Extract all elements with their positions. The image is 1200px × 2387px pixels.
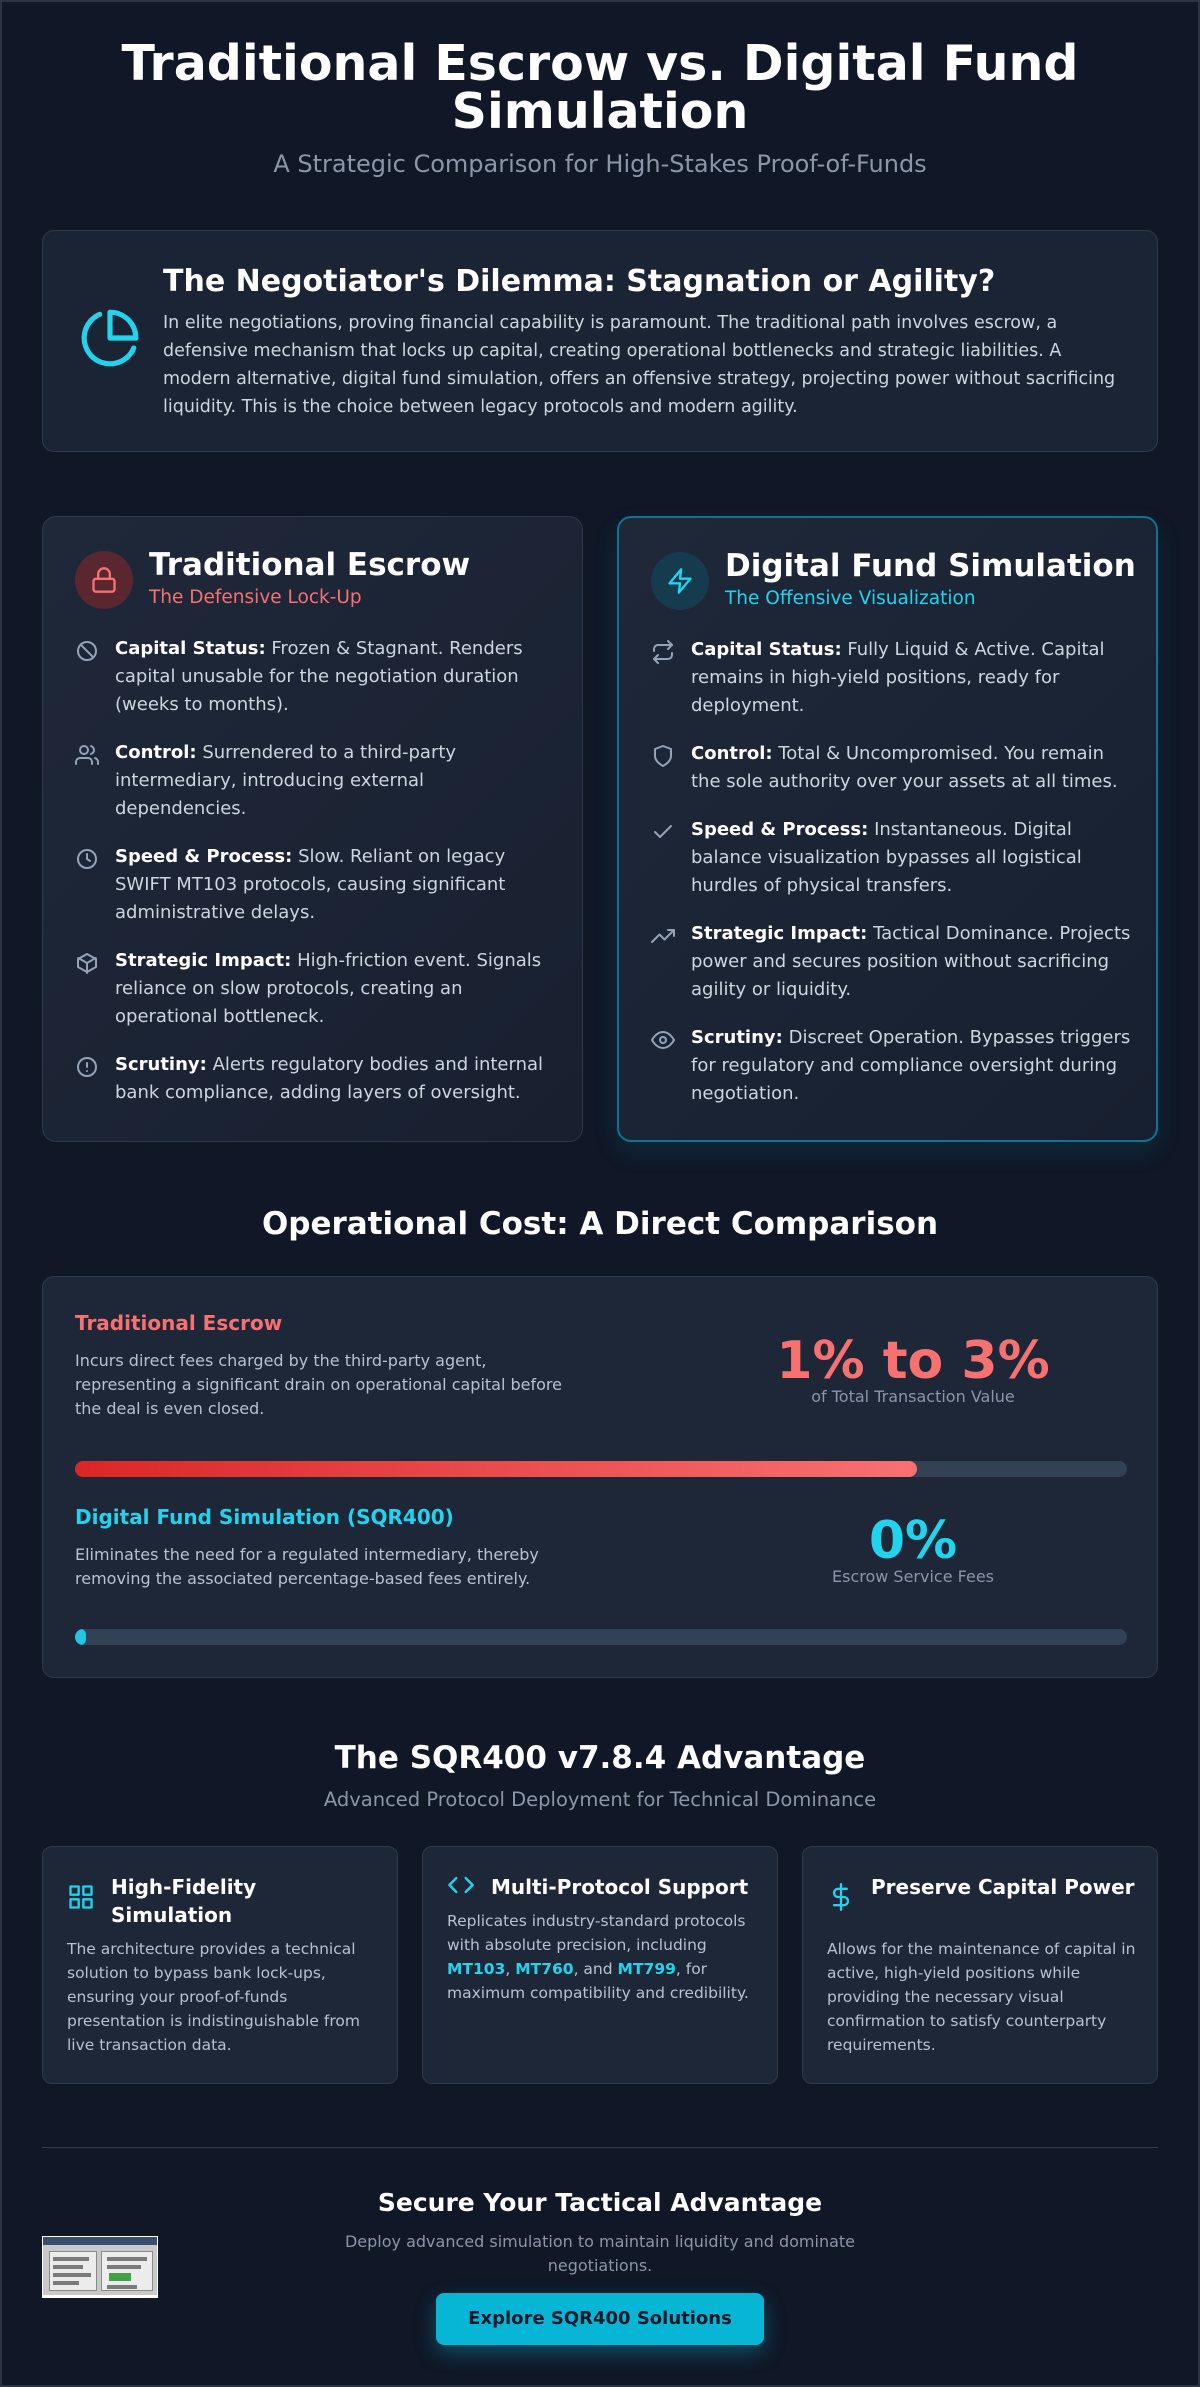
clock-icon bbox=[77, 849, 97, 869]
code-icon bbox=[448, 1876, 474, 1894]
escrow-cost-bar bbox=[75, 1461, 1127, 1477]
users-icon bbox=[75, 745, 99, 765]
feature-text: Discreet Operation. Bypasses triggers fo… bbox=[691, 1027, 1131, 1104]
feature-text: Frozen & Stagnant. Renders capital unusa… bbox=[115, 638, 523, 715]
cost-card: Traditional Escrow Incurs direct fees ch… bbox=[42, 1276, 1158, 1678]
tile-multi-protocol: Multi-Protocol Support Replicates indust… bbox=[422, 1846, 778, 2084]
tile-description: Replicates industry-standard protocols w… bbox=[447, 1909, 759, 2005]
intro-title: The Negotiator's Dilemma: Stagnation or … bbox=[163, 264, 996, 299]
advantage-title: The SQR400 v7.8.4 Advantage bbox=[334, 1740, 866, 1776]
tile-title: Preserve Capital Power bbox=[871, 1875, 1135, 1899]
desc-text: , for maximum compatibility and credibil… bbox=[447, 1960, 749, 2002]
digital-card: Digital Fund Simulation The Offensive Vi… bbox=[617, 516, 1158, 1142]
tile-title: High-Fidelity Simulation bbox=[111, 1875, 257, 1927]
trending-up-icon bbox=[651, 929, 675, 943]
cost-section-title: Operational Cost: A Direct Comparison bbox=[261, 1206, 939, 1242]
feature-label: Capital Status: bbox=[691, 639, 842, 660]
dollar-icon bbox=[832, 1883, 850, 1911]
repeat-icon bbox=[653, 640, 673, 664]
software-screenshot-thumbnail bbox=[42, 2236, 158, 2298]
feature-text: Fully Liquid & Active. Capital remains i… bbox=[691, 639, 1105, 716]
advantage-subtitle: Advanced Protocol Deployment for Technic… bbox=[323, 1788, 877, 1811]
tile-description: Allows for the maintenance of capital in… bbox=[827, 1940, 1136, 2054]
alert-icon bbox=[77, 1057, 97, 1077]
intro-text: In elite negotiations, proving financial… bbox=[163, 313, 1116, 417]
pie-chart-icon bbox=[81, 309, 139, 367]
tile-preserve-capital: Preserve Capital Power Allows for the ma… bbox=[802, 1846, 1158, 2084]
escrow-cost-bar-fill bbox=[75, 1461, 917, 1477]
feature-text: Instantaneous. Digital balance visualiza… bbox=[691, 819, 1082, 896]
footer-divider bbox=[42, 2147, 1158, 2148]
page-title: Traditional Escrow vs. Digital Fund Simu… bbox=[121, 35, 1079, 140]
escrow-cost-value: 1% to 3% bbox=[776, 1331, 1050, 1391]
escrow-cost-description: Incurs direct fees charged by the third-… bbox=[75, 1351, 562, 1418]
shield-icon bbox=[654, 745, 672, 767]
box-icon bbox=[77, 953, 97, 974]
lock-icon bbox=[92, 567, 116, 593]
protocol-mt760: MT760 bbox=[515, 1960, 574, 1978]
tile-description: The architecture provides a technical so… bbox=[67, 1940, 360, 2054]
eye-icon bbox=[651, 1031, 675, 1049]
digital-cost-caption: Escrow Service Fees bbox=[832, 1567, 994, 1586]
footer-title: Secure Your Tactical Advantage bbox=[377, 2188, 823, 2217]
feature-label: Strategic Impact: bbox=[115, 950, 292, 971]
escrow-cost-caption: of Total Transaction Value bbox=[811, 1387, 1015, 1406]
desc-text: , and bbox=[573, 1960, 618, 1978]
page-subtitle: A Strategic Comparison for High-Stakes P… bbox=[273, 150, 927, 178]
digital-cost-bar bbox=[75, 1629, 1127, 1645]
digital-badge bbox=[651, 552, 709, 610]
feature-text: High-friction event. Signals reliance on… bbox=[115, 950, 542, 1027]
protocol-mt799: MT799 bbox=[617, 1960, 676, 1978]
feature-text: Alerts regulatory bodies and internal ba… bbox=[115, 1054, 544, 1103]
digital-subtitle: The Offensive Visualization bbox=[725, 588, 976, 609]
check-icon bbox=[654, 825, 672, 838]
feature-label: Speed & Process: bbox=[691, 819, 869, 840]
feature-label: Capital Status: bbox=[115, 638, 266, 659]
escrow-card: Traditional Escrow The Defensive Lock-Up… bbox=[42, 516, 583, 1142]
desc-text: , bbox=[505, 1960, 516, 1978]
feature-label: Scrutiny: bbox=[115, 1054, 207, 1075]
explore-solutions-button[interactable]: Explore SQR400 Solutions bbox=[436, 2293, 764, 2345]
feature-label: Scrutiny: bbox=[691, 1027, 783, 1048]
digital-cost-value: 0% bbox=[868, 1511, 958, 1571]
ban-icon bbox=[77, 641, 97, 661]
digital-title: Digital Fund Simulation bbox=[725, 548, 1136, 584]
grid-icon bbox=[69, 1885, 93, 1909]
tile-high-fidelity: High-Fidelity Simulation The architectur… bbox=[42, 1846, 398, 2084]
escrow-subtitle: The Defensive Lock-Up bbox=[149, 587, 362, 608]
tile-title: Multi-Protocol Support bbox=[491, 1875, 749, 1899]
desc-text: Replicates industry-standard protocols w… bbox=[447, 1912, 746, 1954]
zap-icon bbox=[668, 568, 692, 594]
escrow-title: Traditional Escrow bbox=[149, 547, 471, 583]
digital-cost-description: Eliminates the need for a regulated inte… bbox=[75, 1545, 539, 1588]
protocol-mt103: MT103 bbox=[447, 1960, 506, 1978]
feature-label: Strategic Impact: bbox=[691, 923, 868, 944]
footer-subtitle: Deploy advanced simulation to maintain l… bbox=[344, 2232, 856, 2275]
feature-label: Control: bbox=[691, 743, 773, 764]
feature-label: Control: bbox=[115, 742, 197, 763]
feature-text: Tactical Dominance. Projects power and s… bbox=[691, 923, 1131, 1000]
feature-text: Total & Uncompromised. You remain the so… bbox=[691, 743, 1118, 792]
digital-cost-heading: Digital Fund Simulation (SQR400) bbox=[75, 1505, 454, 1529]
escrow-badge bbox=[75, 551, 133, 609]
escrow-cost-heading: Traditional Escrow bbox=[75, 1311, 283, 1335]
feature-text: Slow. Reliant on legacy SWIFT MT103 prot… bbox=[115, 846, 506, 923]
intro-card: The Negotiator's Dilemma: Stagnation or … bbox=[42, 230, 1158, 452]
feature-label: Speed & Process: bbox=[115, 846, 293, 867]
feature-text: Surrendered to a third-party intermediar… bbox=[115, 742, 457, 819]
digital-cost-bar-fill bbox=[75, 1629, 86, 1645]
